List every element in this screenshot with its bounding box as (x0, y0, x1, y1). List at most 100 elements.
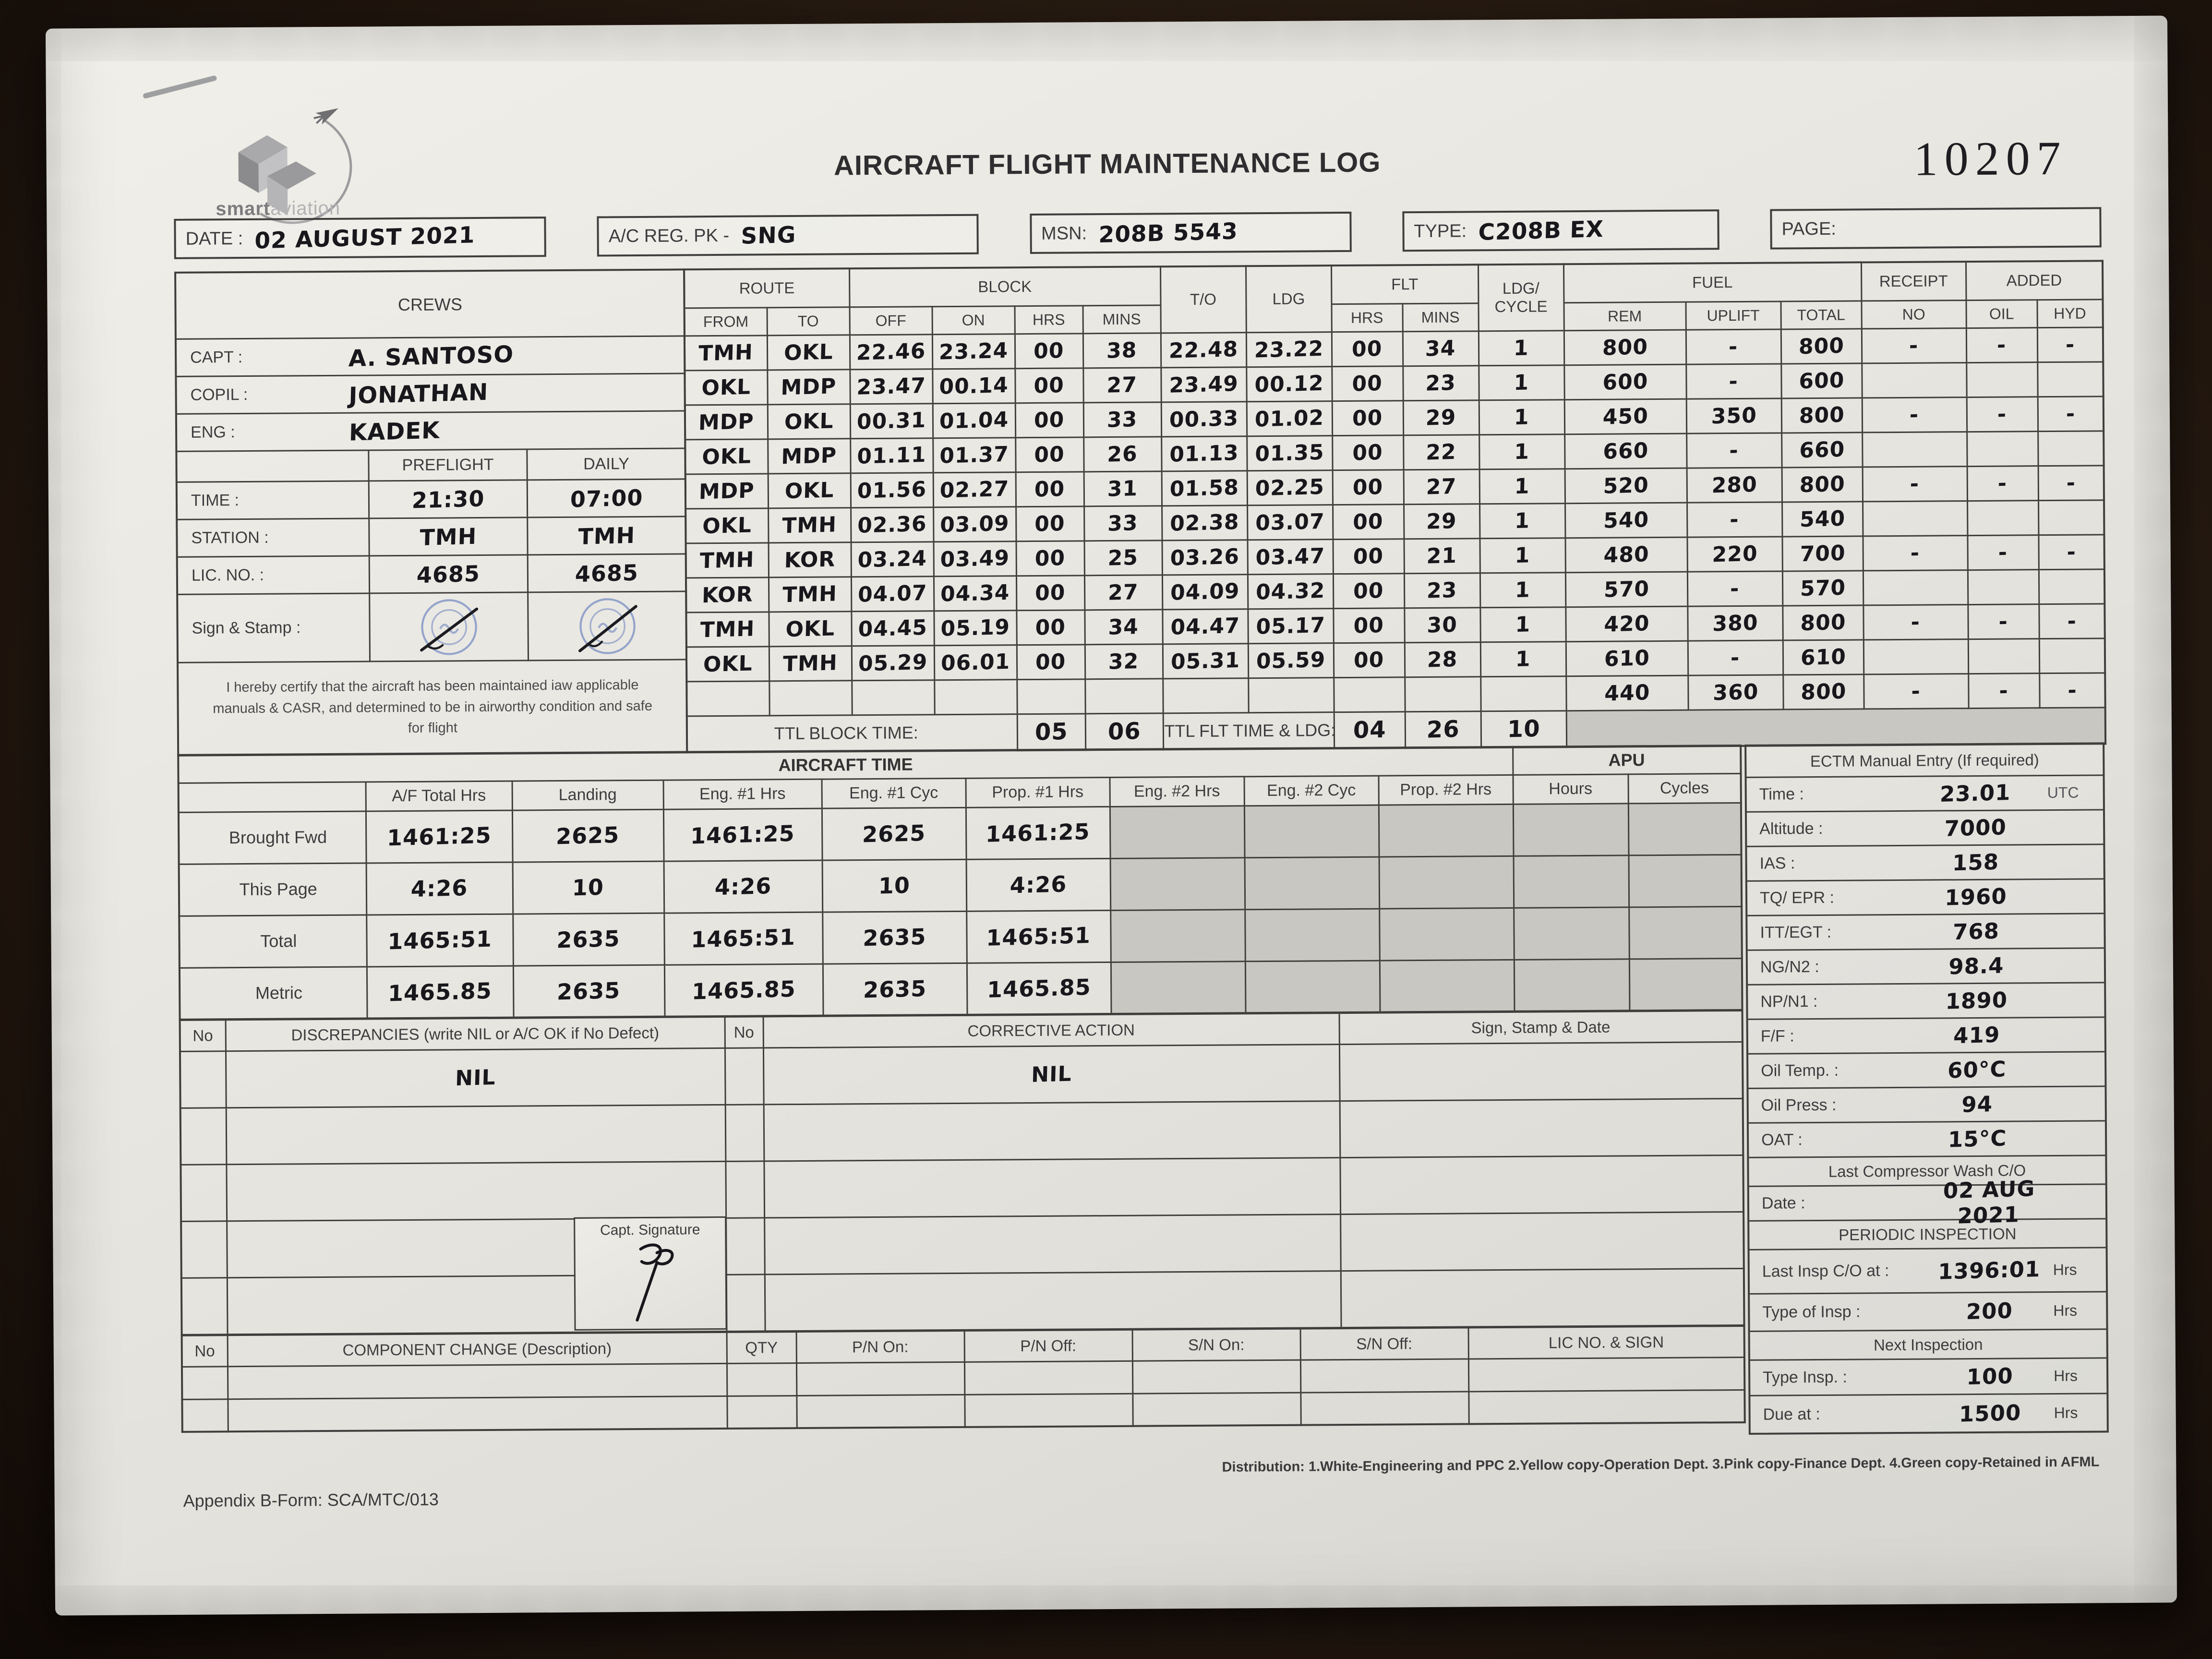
flight-cell-value: - (2065, 401, 2076, 426)
paper-sheet: smartaviation AIRCRAFT FLIGHT MAINTENANC… (45, 15, 2177, 1616)
preflight-licence-cell: 4685 (370, 555, 529, 594)
due-at-value: 1500 (1959, 1399, 2021, 1427)
due-at-unit: Hrs (2054, 1404, 2078, 1421)
crews-block: CREWS CAPT : A. SANTOSO COPIL : JONATHAN… (174, 268, 688, 757)
flight-cell-value: 00 (1352, 371, 1383, 397)
time-label: TIME : (177, 481, 370, 520)
flight-cell: - (2039, 603, 2105, 639)
ectm-field-unit (2049, 1138, 2105, 1139)
component-description-header: COMPONENT CHANGE (Description) (227, 1332, 727, 1367)
flight-cell: 05.17 (1248, 608, 1334, 644)
flight-cell (2038, 500, 2104, 535)
flight-cell: 610 (1565, 640, 1688, 676)
flight-cell-value: 540 (1603, 507, 1649, 533)
ectm-field-value: 768 (1952, 918, 2000, 945)
aircraft-time-table: AIRCRAFT TIME APU A/F Total Hrs Landing … (177, 744, 1743, 1021)
flight-cell: 23.24 (932, 334, 1015, 369)
ttl-flt-hrs: 04 (1334, 711, 1406, 749)
flight-cell-value: 01.02 (1254, 405, 1324, 432)
component-change-cell (964, 1393, 1133, 1427)
flight-cell-value: - (1999, 678, 2009, 703)
flight-cell: 660 (1564, 433, 1687, 469)
type-of-insp-value: 200 (1966, 1298, 2013, 1325)
flight-cell: 540 (1565, 502, 1687, 538)
flight-cell: TMH (685, 542, 769, 578)
logo-cube-left (238, 152, 259, 193)
flight-cell: 33 (1083, 402, 1162, 437)
preflight-station-cell: TMH (370, 518, 529, 557)
apu-hours-header: Hours (1513, 774, 1628, 804)
ectm-field-row: Altitude : 7000 (1746, 810, 2104, 847)
flight-cell-value: - (1730, 576, 1740, 601)
flight-cell-value: 00 (1353, 543, 1384, 569)
flight-cell-value: 31 (1107, 476, 1139, 502)
flight-cell: 00 (1332, 400, 1404, 436)
flight-cell: 29 (1404, 504, 1480, 539)
component-change-cell (1300, 1391, 1469, 1425)
ectm-field-unit: UTC (2047, 783, 2079, 802)
flight-cell-value: 220 (1711, 541, 1758, 567)
flight-cell-value: 350 (1710, 403, 1757, 429)
ectm-field-row: Oil Temp. : 60°C (1748, 1052, 2105, 1089)
flight-cell-value: 570 (1800, 575, 1846, 601)
aircraft-reg-value: SNG (740, 221, 796, 250)
crews-subheader-blank (177, 451, 370, 483)
flight-cell-value: 23.24 (938, 338, 1009, 365)
date-field: DATE : 02 AUGUST 2021 (174, 216, 546, 259)
flight-cell-value: 29 (1426, 508, 1457, 534)
flight-cell (1967, 431, 2038, 467)
form-serial-number: 10207 (1913, 131, 2068, 186)
discrepancy-cell (764, 1271, 1341, 1331)
component-change-cell (726, 1363, 797, 1396)
flight-cell-value: 27 (1426, 474, 1457, 500)
ectm-field-value: 1960 (1944, 883, 2008, 911)
aircraft-time-row-label: Total (179, 914, 367, 968)
flight-cell-value: 27 (1106, 372, 1138, 398)
ectm-field-value: 98.4 (1948, 952, 2005, 980)
sign-stamp-label: Sign & Stamp : (178, 594, 371, 663)
flight-cell: 360 (1688, 674, 1783, 710)
aircraft-time-value: 4:26 (1009, 871, 1067, 899)
flight-cell-value: 04.34 (940, 580, 1010, 607)
captain-signature-label: Capt. Signature (600, 1222, 700, 1238)
flight-cell-value: - (1729, 369, 1739, 394)
flight-cell-value: 00 (1034, 373, 1065, 398)
type-value: C208B EX (1478, 216, 1604, 246)
ectm-field-value: 7000 (1944, 814, 2007, 842)
discrepancy-cell (726, 1274, 765, 1332)
flight-cell: OKL (767, 404, 851, 439)
aircraft-time-cell (1628, 854, 1742, 907)
flight-cell: - (2037, 327, 2104, 362)
aircraft-time-cell (1379, 907, 1514, 961)
flight-cell-value: 02.27 (939, 476, 1010, 503)
flight-cell (2038, 569, 2105, 604)
flight-cell: 1 (1479, 469, 1565, 504)
appendix-form-code: Appendix B-Form: SCA/MTC/013 (183, 1489, 439, 1511)
flight-cell-value: MDP (781, 443, 837, 469)
aircraft-time-value: 1465:51 (691, 924, 796, 953)
flight-cell (1863, 570, 1968, 605)
flight-cell-value: 02.38 (1169, 509, 1240, 536)
aircraft-time-value: 1461:25 (690, 820, 795, 849)
landing-header: LDG (1246, 265, 1332, 333)
discrepancy-cell (724, 1047, 764, 1105)
flight-cell: 03.49 (933, 541, 1016, 577)
flight-cell-value: 1 (1514, 508, 1530, 533)
flight-cell: 32 (1084, 644, 1163, 679)
discrepancy-cell (180, 1051, 226, 1108)
flight-cell: - (1967, 466, 2039, 501)
from-header: FROM (684, 307, 767, 336)
flight-cell: 1 (1479, 399, 1565, 435)
page-label: PAGE: (1781, 218, 1837, 239)
flight-cell-value: - (1998, 609, 2008, 634)
off-header: OFF (849, 306, 932, 335)
flight-cell: TMH (684, 335, 768, 371)
flight-cell: - (1685, 329, 1781, 364)
next-type-insp-label: Type Insp. : (1763, 1368, 1848, 1387)
flight-cell: 03.47 (1247, 539, 1333, 575)
fuel-group-header: FUEL (1563, 262, 1862, 303)
flight-cell: - (1861, 328, 1967, 363)
flight-cell: 29 (1403, 400, 1479, 435)
flight-cell-value: - (2066, 540, 2077, 565)
aircraft-time-cell (1514, 959, 1630, 1011)
